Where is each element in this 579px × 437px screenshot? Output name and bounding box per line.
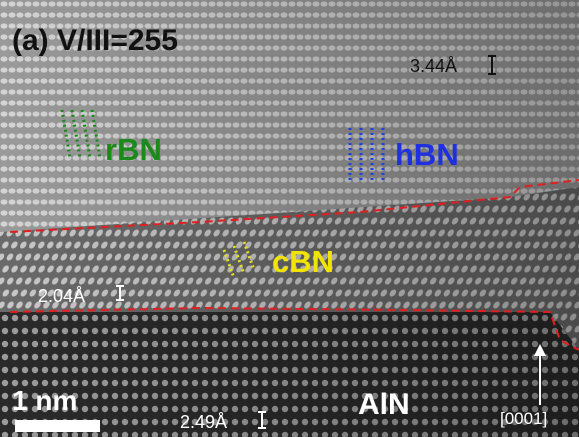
hbn-label: hBN: [395, 137, 459, 172]
scale-bar: [15, 420, 100, 432]
cbn-label: cBN: [272, 244, 334, 279]
direction-label: [0001]: [500, 409, 547, 428]
panel-title: (a) V/III=255: [12, 24, 178, 57]
spacing-label: 2.04Å: [38, 286, 85, 306]
scale-bar-label: 1 nm: [12, 385, 77, 416]
spacing-label: 2.49Å: [180, 412, 227, 432]
spacing-label: 3.44Å: [410, 56, 457, 76]
rbn-label: rBN: [105, 132, 162, 167]
micrograph-figure: (a) V/III=255 3.44Å rBN hBN cBN 2.04Å 1 …: [0, 0, 579, 437]
aln-label: AlN: [358, 388, 410, 421]
